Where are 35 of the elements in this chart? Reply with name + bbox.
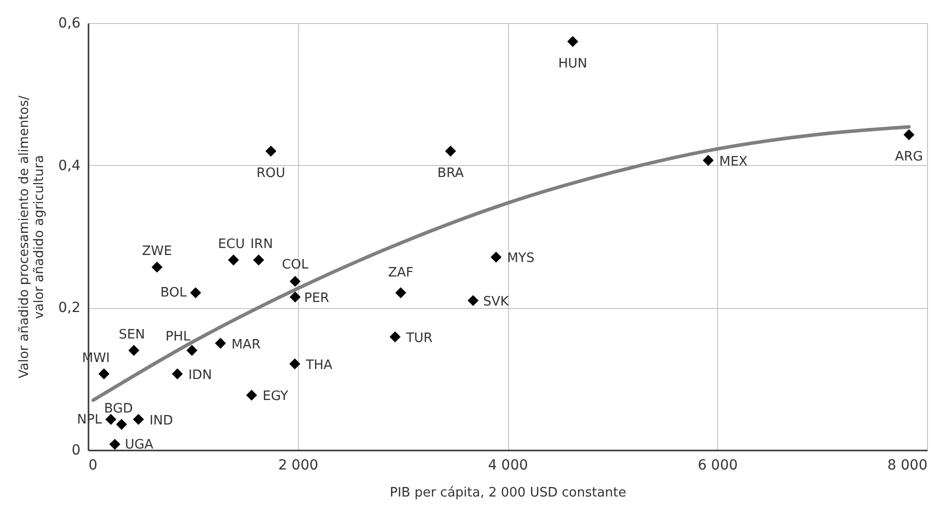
y-tick-label: 0,2 bbox=[58, 300, 80, 316]
annotation: PER bbox=[304, 290, 330, 306]
annotation: IRN bbox=[250, 236, 273, 252]
x-tick-label: 0 bbox=[88, 458, 98, 474]
annotation: THA bbox=[304, 358, 333, 373]
annotation: BGD bbox=[104, 401, 133, 416]
annotation: IDN bbox=[188, 368, 212, 383]
annotation: COL bbox=[282, 257, 310, 272]
annotation: BRA bbox=[437, 166, 464, 182]
x-tick-label: 8 000 bbox=[887, 458, 928, 474]
x-axis-title: PIB per cápita, 2 000 USD constante bbox=[390, 486, 626, 500]
annotation: SVK bbox=[483, 294, 510, 310]
y-tick-label: 0,6 bbox=[58, 16, 81, 32]
annotation: ROU bbox=[256, 166, 286, 182]
annotation: ECU bbox=[218, 236, 245, 252]
annotation: IND bbox=[149, 413, 174, 428]
annotation: ZWE bbox=[142, 244, 172, 260]
x-tick-label: 6 000 bbox=[698, 458, 738, 474]
annotation: TUR bbox=[405, 330, 433, 346]
y-tick-label: 0,4 bbox=[58, 158, 81, 174]
annotation: SEN bbox=[118, 327, 145, 342]
annotation: EGY bbox=[262, 389, 288, 404]
annotation: BOL bbox=[160, 286, 188, 301]
annotation: MAR bbox=[231, 337, 261, 352]
annotation: MYS bbox=[507, 251, 534, 266]
x-tick-label: 4 000 bbox=[488, 458, 528, 474]
annotation: ZAF bbox=[388, 266, 414, 281]
y-axis-title: Valor añadido procesamiento de alimentos/ valor añadido agricultura bbox=[17, 94, 48, 378]
y-tick-label: 0 bbox=[72, 442, 80, 458]
annotation: MEX bbox=[719, 154, 748, 170]
x-tick-label: 2 000 bbox=[278, 458, 318, 474]
annotation: UGA bbox=[124, 437, 154, 452]
annotation: HUN bbox=[558, 56, 588, 72]
annotation: ARG bbox=[894, 150, 923, 165]
annotation: PHL bbox=[166, 329, 192, 344]
